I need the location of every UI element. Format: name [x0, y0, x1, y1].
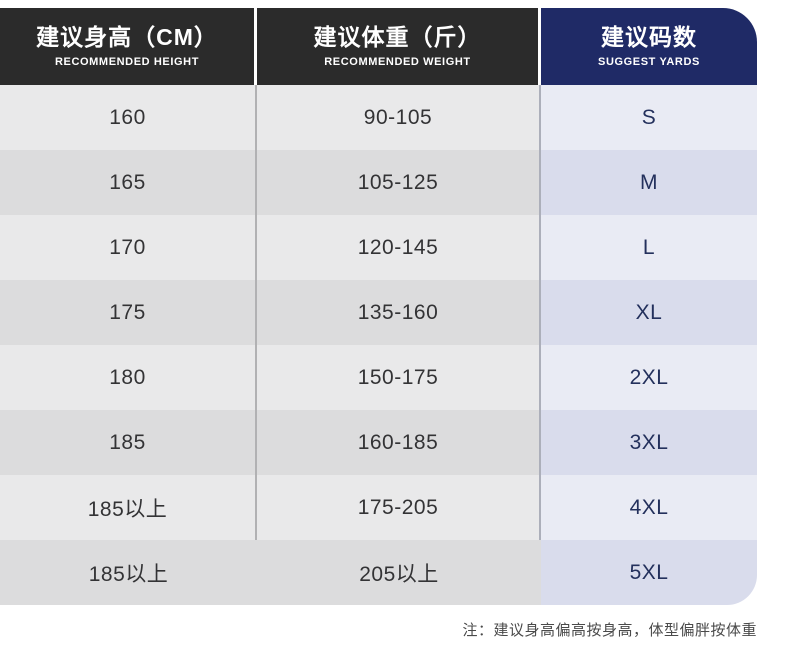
- size-cell: 2XL: [541, 345, 757, 410]
- size-cell: XL: [541, 280, 757, 345]
- table-row: 185 160-185 3XL: [0, 410, 757, 475]
- table-header: 建议身高（CM） RECOMMENDED HEIGHT 建议体重（斤） RECO…: [0, 8, 757, 85]
- table-body: 160 90-105 S 165 105-125 M 170 120-145 L 175 135-1…: [0, 85, 757, 605]
- height-cell: 165: [0, 150, 257, 215]
- header-height-column: 建议身高（CM） RECOMMENDED HEIGHT: [0, 8, 257, 85]
- weight-cell: 205以上: [257, 540, 541, 605]
- header-size-subtitle: SUGGEST YARDS: [598, 56, 700, 69]
- table-row: 180 150-175 2XL: [0, 345, 757, 410]
- weight-cell: 105-125: [257, 150, 541, 215]
- table-row: 175 135-160 XL: [0, 280, 757, 345]
- height-cell: 185: [0, 410, 257, 475]
- height-cell: 185以上: [0, 540, 257, 605]
- weight-cell: 135-160: [257, 280, 541, 345]
- header-weight-title: 建议体重（斤）: [313, 23, 482, 50]
- size-cell: 4XL: [541, 475, 757, 540]
- table-row: 185以上 175-205 4XL: [0, 475, 757, 540]
- weight-cell: 150-175: [257, 345, 541, 410]
- weight-cell: 160-185: [257, 410, 541, 475]
- footnote: 注：建议身高偏高按身高，体型偏胖按体重: [462, 622, 757, 639]
- table-row: 165 105-125 M: [0, 150, 757, 215]
- header-weight-column: 建议体重（斤） RECOMMENDED WEIGHT: [257, 8, 541, 85]
- header-size-column: 建议码数 SUGGEST YARDS: [541, 8, 757, 85]
- size-cell: L: [541, 215, 757, 280]
- weight-cell: 90-105: [257, 85, 541, 150]
- height-cell: 170: [0, 215, 257, 280]
- size-cell: 5XL: [541, 540, 757, 605]
- header-height-subtitle: RECOMMENDED HEIGHT: [54, 56, 200, 69]
- header-size-title: 建议码数: [601, 23, 697, 50]
- height-cell: 185以上: [0, 475, 257, 540]
- weight-cell: 120-145: [257, 215, 541, 280]
- header-weight-subtitle: RECOMMENDED WEIGHT: [324, 56, 471, 69]
- size-cell: S: [541, 85, 757, 150]
- height-cell: 175: [0, 280, 257, 345]
- height-cell: 180: [0, 345, 257, 410]
- weight-cell: 175-205: [257, 475, 541, 540]
- size-cell: M: [541, 150, 757, 215]
- table-row: 185以上 205以上 5XL: [0, 540, 757, 605]
- height-cell: 160: [0, 85, 257, 150]
- table-row: 160 90-105 S: [0, 85, 757, 150]
- table-row: 170 120-145 L: [0, 215, 757, 280]
- header-height-title: 建议身高（CM）: [36, 23, 218, 50]
- size-table: 建议身高（CM） RECOMMENDED HEIGHT 建议体重（斤） RECO…: [0, 8, 757, 605]
- size-cell: 3XL: [541, 410, 757, 475]
